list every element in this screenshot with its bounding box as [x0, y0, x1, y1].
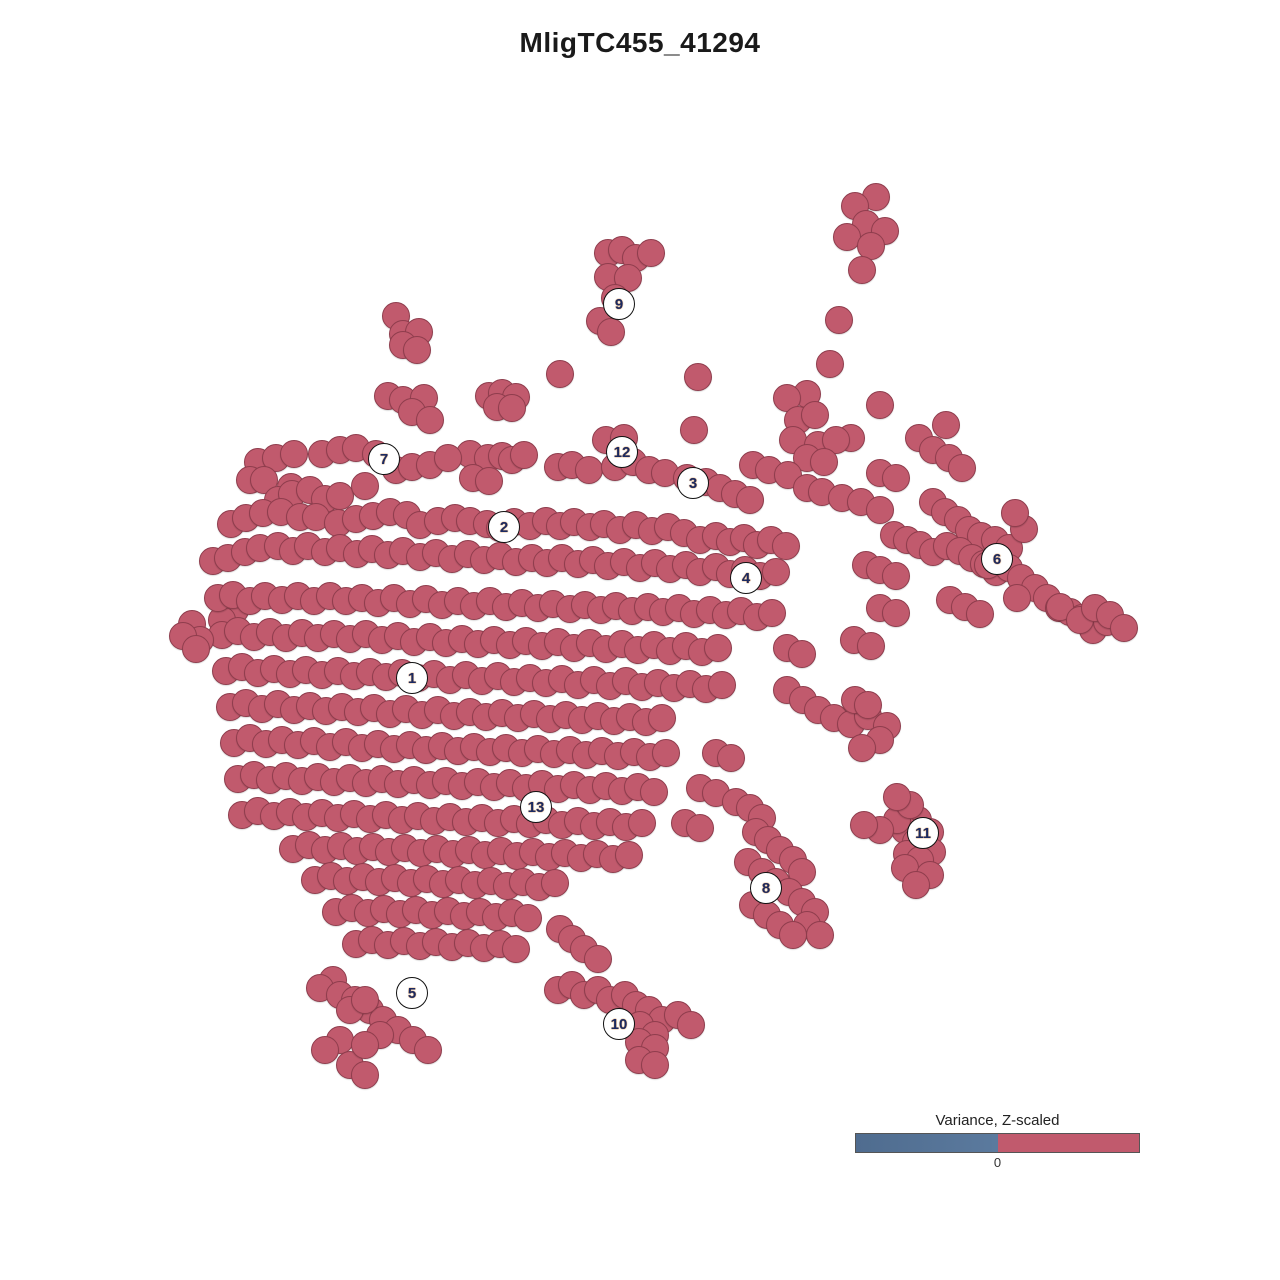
data-point[interactable]: [866, 391, 894, 419]
data-point[interactable]: [966, 600, 994, 628]
cluster-label-6[interactable]: 6: [981, 543, 1013, 575]
data-point[interactable]: [866, 496, 894, 524]
data-point[interactable]: [434, 444, 462, 472]
cluster-label-10[interactable]: 10: [603, 1008, 635, 1040]
cluster-label-4[interactable]: 4: [730, 562, 762, 594]
data-point[interactable]: [546, 360, 574, 388]
cluster-label-3[interactable]: 3: [677, 467, 709, 499]
data-point[interactable]: [628, 809, 656, 837]
data-point[interactable]: [762, 558, 790, 586]
data-point[interactable]: [825, 306, 853, 334]
page-title: MligTC455_41294: [0, 27, 1280, 59]
data-point[interactable]: [736, 486, 764, 514]
data-point[interactable]: [498, 394, 526, 422]
data-point[interactable]: [816, 350, 844, 378]
cluster-label-12[interactable]: 12: [606, 436, 638, 468]
data-point[interactable]: [541, 869, 569, 897]
variance-legend: Variance, Z-scaled 0: [855, 1112, 1140, 1170]
data-point[interactable]: [648, 704, 676, 732]
data-point[interactable]: [584, 945, 612, 973]
data-point[interactable]: [351, 986, 379, 1014]
data-point[interactable]: [575, 456, 603, 484]
data-point[interactable]: [848, 256, 876, 284]
data-point[interactable]: [686, 814, 714, 842]
data-point[interactable]: [510, 441, 538, 469]
data-point[interactable]: [351, 1061, 379, 1089]
data-point[interactable]: [514, 904, 542, 932]
data-point[interactable]: [677, 1011, 705, 1039]
data-point[interactable]: [806, 921, 834, 949]
legend-low-color: [856, 1134, 998, 1152]
data-point[interactable]: [1003, 584, 1031, 612]
data-point[interactable]: [502, 935, 530, 963]
legend-color-bar: [855, 1133, 1140, 1153]
data-point[interactable]: [948, 454, 976, 482]
data-point[interactable]: [857, 632, 885, 660]
data-point[interactable]: [637, 239, 665, 267]
data-point[interactable]: [717, 744, 745, 772]
data-point[interactable]: [615, 841, 643, 869]
cluster-label-2[interactable]: 2: [488, 511, 520, 543]
legend-tick-zero: 0: [855, 1155, 1140, 1170]
data-point[interactable]: [758, 599, 786, 627]
data-point[interactable]: [882, 562, 910, 590]
data-point[interactable]: [351, 472, 379, 500]
data-point[interactable]: [704, 634, 732, 662]
data-point[interactable]: [652, 739, 680, 767]
data-point[interactable]: [902, 871, 930, 899]
data-point[interactable]: [788, 640, 816, 668]
data-point[interactable]: [684, 363, 712, 391]
cluster-label-7[interactable]: 7: [368, 443, 400, 475]
data-point[interactable]: [779, 921, 807, 949]
data-point[interactable]: [882, 464, 910, 492]
data-point[interactable]: [640, 778, 668, 806]
data-point[interactable]: [403, 336, 431, 364]
legend-high-color: [998, 1134, 1140, 1152]
scatter-plot-area: MligTC455_41294 1 2 3 4 5 6 7 8 9 10 11 12 13 Varian…: [0, 0, 1280, 1280]
data-point[interactable]: [883, 783, 911, 811]
cluster-label-5[interactable]: 5: [396, 977, 428, 1009]
data-point[interactable]: [932, 411, 960, 439]
data-point[interactable]: [414, 1036, 442, 1064]
data-point[interactable]: [680, 416, 708, 444]
cluster-label-11[interactable]: 11: [907, 817, 939, 849]
data-point[interactable]: [182, 635, 210, 663]
data-point[interactable]: [772, 532, 800, 560]
data-point[interactable]: [848, 734, 876, 762]
data-point[interactable]: [708, 671, 736, 699]
cluster-label-1[interactable]: 1: [396, 662, 428, 694]
data-point[interactable]: [810, 448, 838, 476]
data-point[interactable]: [597, 318, 625, 346]
legend-title: Variance, Z-scaled: [855, 1112, 1140, 1129]
data-point[interactable]: [311, 1036, 339, 1064]
data-point[interactable]: [1001, 499, 1029, 527]
data-point[interactable]: [801, 401, 829, 429]
data-point[interactable]: [351, 1031, 379, 1059]
data-point[interactable]: [854, 691, 882, 719]
data-point[interactable]: [850, 811, 878, 839]
cluster-label-9[interactable]: 9: [603, 288, 635, 320]
data-point[interactable]: [416, 406, 444, 434]
data-point[interactable]: [641, 1051, 669, 1079]
data-point[interactable]: [280, 440, 308, 468]
cluster-label-13[interactable]: 13: [520, 791, 552, 823]
data-point[interactable]: [882, 599, 910, 627]
data-point[interactable]: [475, 467, 503, 495]
cluster-label-8[interactable]: 8: [750, 872, 782, 904]
data-point[interactable]: [1110, 614, 1138, 642]
